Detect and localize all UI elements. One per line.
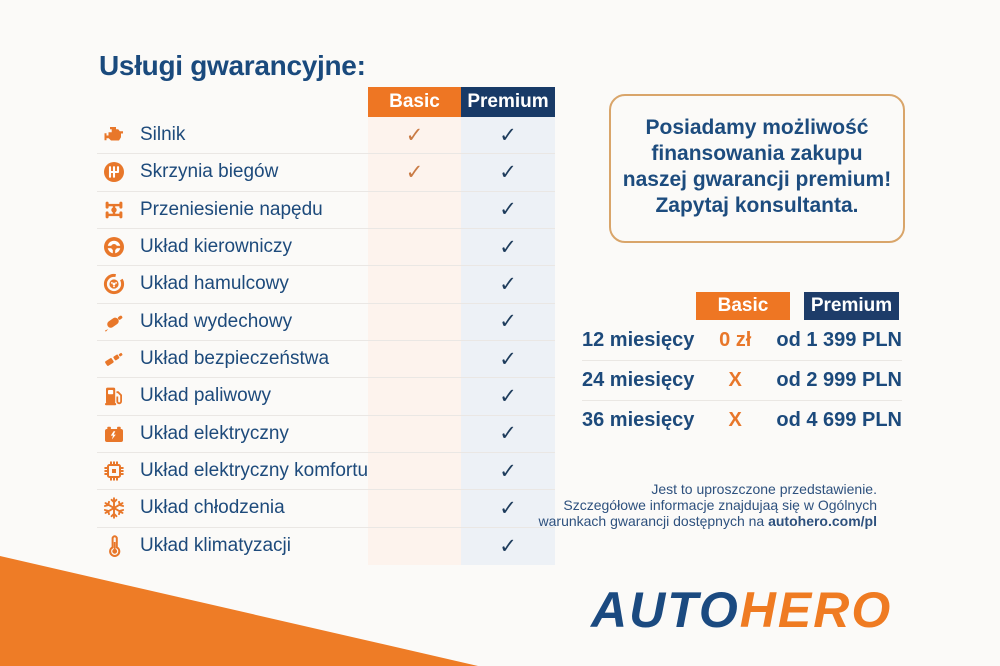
premium-check-icon: ✓ [499,496,517,520]
fuel-pump-icon [102,384,126,408]
pricing-premium-header: Premium [804,292,899,320]
service-label: Układ paliwowy [140,385,271,407]
autohero-logo: AUTOHERO [591,581,892,639]
basic-check-icon [368,416,461,452]
disclaimer-line: warunkach gwarancji dostępnych na autohe… [538,513,877,529]
financing-note-box: Posiadamy możliwość finansowania zakupu … [609,94,905,243]
pricing-basic-value: X [728,409,742,431]
service-label: Skrzynia biegów [140,161,279,183]
basic-check-icon [368,266,461,302]
pricing-row: 12 miesięcy 0 zł od 1 399 PLN [582,320,902,360]
premium-check-icon: ✓ [499,235,517,259]
pricing-premium-value: od 4 699 PLN [776,409,902,431]
premium-column-header: Premium [461,87,555,117]
pricing-premium-value: od 1 399 PLN [776,328,902,351]
service-row: Układ bezpieczeństwa ✓ [97,341,555,379]
services-heading: Usługi gwarancyjne: [99,50,366,81]
autohero-url: autohero.com/pl [768,513,877,529]
premium-check-icon: ✓ [499,272,517,296]
chip-icon [102,459,126,483]
basic-check-icon [368,192,461,228]
seatbelt-icon [102,347,126,371]
disclaimer-text: Jest to uproszczone przedstawienie. Szcz… [539,481,877,529]
services-rows: Silnik ✓ ✓ Skrzynia biegów ✓ ✓ Przeniesi… [97,117,555,565]
logo-hero: HERO [739,582,893,638]
service-row: Skrzynia biegów ✓ ✓ [97,154,555,192]
brake-disc-icon [102,272,126,296]
disclaimer-line: Jest to uproszczone przedstawienie. [651,481,877,497]
financing-note-line: Zapytaj konsultanta. [655,194,859,217]
basic-column-header: Basic [368,87,461,117]
premium-check-icon: ✓ [499,198,517,222]
battery-icon [102,422,126,446]
service-label: Przeniesienie napędu [140,198,323,220]
service-row: Układ chłodzenia ✓ [97,490,555,528]
service-row: Układ elektryczny komfortu ✓ [97,453,555,491]
pricing-basic-value: X [728,369,742,391]
snowflake-icon [102,496,126,520]
pricing-row: 24 miesięcy X od 2 999 PLN [582,360,902,400]
orange-corner-wedge [0,556,478,666]
basic-check-icon: ✓ [405,123,424,147]
basic-check-icon [368,304,461,340]
financing-note-line: naszej gwarancji premium! [622,168,892,191]
service-label: Układ bezpieczeństwa [140,348,330,370]
service-label: Układ hamulcowy [140,273,289,295]
financing-note-line: finansowania zakupu [651,142,863,165]
basic-check-icon: ✓ [405,160,424,184]
premium-check-icon: ✓ [499,123,517,147]
service-label: Układ klimatyzacji [140,535,291,557]
basic-check-icon [368,490,461,526]
exhaust-icon [102,310,126,334]
pricing-premium-value: od 2 999 PLN [776,369,902,391]
service-row: Przeniesienie napędu ✓ [97,192,555,229]
premium-check-icon: ✓ [499,160,517,184]
pricing-basic-value: 0 zł [719,328,752,351]
pricing-table: 12 miesięcy 0 zł od 1 399 PLN 24 miesięc… [582,320,902,440]
service-label: Układ wydechowy [140,310,293,332]
basic-check-icon [368,341,461,377]
service-row: Układ elektryczny ✓ [97,416,555,453]
pricing-term: 36 miesięcy [582,409,695,431]
premium-check-icon: ✓ [499,384,517,408]
service-row: Silnik ✓ ✓ [97,117,555,155]
service-row: Układ klimatyzacji ✓ [97,528,555,565]
gearbox-icon [102,160,126,184]
service-label: Układ kierowniczy [140,236,293,258]
financing-note-line: Posiadamy możliwość [645,116,869,139]
drivetrain-icon [102,198,126,222]
logo-auto: AUTO [591,582,740,638]
premium-check-icon: ✓ [499,310,517,334]
premium-check-icon: ✓ [499,459,517,483]
service-row: Układ hamulcowy ✓ [97,266,555,304]
pricing-basic-header: Basic [696,292,790,320]
premium-column-background [461,117,555,565]
basic-check-icon [368,229,461,265]
service-label: Silnik [140,124,186,146]
basic-check-icon [368,528,461,565]
services-table: Basic Premium Silnik ✓ ✓ Skrzynia biegów… [97,87,555,565]
premium-check-icon: ✓ [499,534,517,558]
thermometer-icon [102,534,126,558]
pricing-term: 12 miesięcy [582,328,695,351]
pricing-row: 36 miesięcy X od 4 699 PLN [582,400,902,440]
service-row: Układ kierowniczy ✓ [97,229,555,267]
pricing-term: 24 miesięcy [582,369,695,391]
disclaimer-line: Szczegółowe informacje znajdujaą się w O… [563,497,877,513]
steering-wheel-icon [102,235,126,259]
premium-check-icon: ✓ [499,422,517,446]
service-row: Układ wydechowy ✓ [97,304,555,341]
basic-check-icon [368,378,461,414]
service-label: Układ chłodzenia [140,497,285,519]
service-label: Układ elektryczny [140,422,289,444]
basic-column-background [368,117,461,565]
premium-check-icon: ✓ [499,347,517,371]
engine-icon [102,123,126,147]
service-label: Układ elektryczny komfortu [140,460,369,482]
basic-check-icon [368,453,461,489]
service-row: Układ paliwowy ✓ [97,378,555,416]
